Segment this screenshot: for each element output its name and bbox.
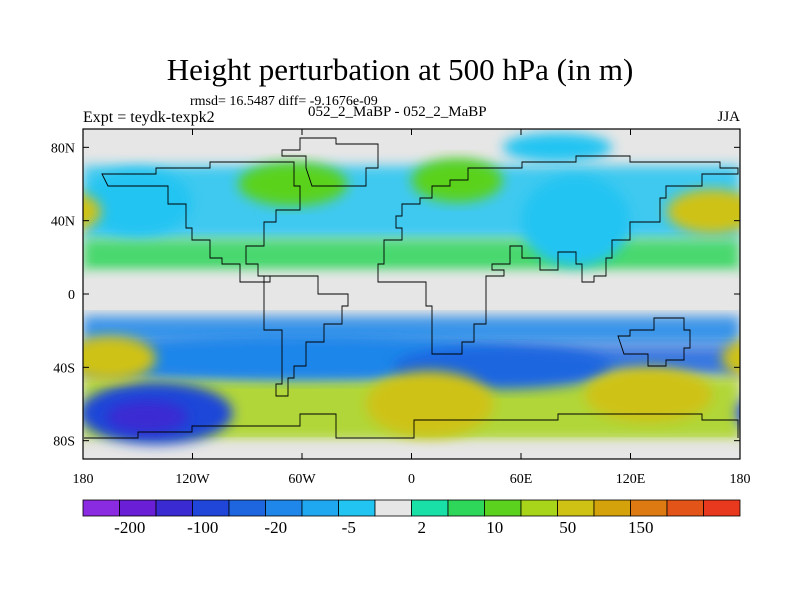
season-label: JJA: [717, 109, 740, 125]
field-south-pacific-low-wrap: [736, 403, 740, 423]
colorbar-swatch: [593, 499, 631, 517]
y-tick-label: 80N: [51, 141, 75, 156]
field-band-0: [83, 129, 740, 166]
field-nh-central-pacific-low: [83, 169, 193, 236]
field-band-3: [83, 272, 740, 316]
chart-subtitle: 052_2_MaBP - 052_2_MaBP: [308, 104, 487, 120]
colorbar-swatch: [192, 499, 230, 517]
colorbar-swatch: [228, 499, 266, 517]
x-tick-label: 120W: [175, 472, 210, 487]
colorbar-swatch: [374, 499, 412, 517]
field-arctic-low: [502, 132, 613, 162]
y-tick-label: 40S: [53, 361, 75, 376]
coastline-south-america: [263, 275, 349, 397]
x-tick-label: 60W: [288, 472, 316, 487]
colorbar-swatch: [155, 499, 193, 517]
coastline-australia: [617, 317, 691, 367]
colorbar-label: -5: [342, 518, 356, 537]
colorbar-label: 2: [418, 518, 427, 537]
colorbar-swatch: [411, 499, 449, 517]
field-north-atlantic-high: [238, 162, 348, 206]
field-west-pacific-high: [584, 367, 713, 423]
axes: 180 120W 60W 0 60E 120E 180 80N 40N 0 40S 80S: [51, 129, 751, 487]
x-tick-label: 180: [730, 472, 751, 487]
colorbar-swatch: [557, 499, 595, 517]
colorbar: -200 -100 -20 -5 2 10 50 150: [82, 499, 741, 537]
chart-title: Height perturbation at 500 hPa (in m): [166, 52, 634, 87]
colorbar-label: -100: [187, 518, 218, 537]
colorbar-swatch: [666, 499, 704, 517]
colorbar-swatch: [301, 499, 339, 517]
y-tick-label: 0: [68, 288, 75, 303]
colorbar-swatch: [484, 499, 522, 517]
field-band-2: [83, 239, 740, 272]
plot-area: [83, 129, 740, 459]
colorbar-swatch: [447, 499, 485, 517]
x-tick-label: 60E: [510, 472, 533, 487]
coastline-north-america: [101, 161, 301, 283]
y-tick-label: 40N: [51, 215, 75, 230]
x-tick-label: 0: [408, 472, 415, 487]
field-east-pacific-high: [83, 336, 156, 381]
colorbar-swatch: [119, 499, 157, 517]
coastline: [84, 137, 739, 439]
colorbar-label: 150: [628, 518, 654, 537]
field-south-pacific-low-core: [106, 400, 188, 434]
coastline-antarctica: [84, 413, 739, 439]
coastline-greenland: [281, 137, 379, 187]
colorbar-swatch: [520, 499, 558, 517]
colorbar-swatch: [630, 499, 668, 517]
field-nh-pacific-high: [667, 189, 740, 234]
colorbar-label: -200: [114, 518, 145, 537]
colorbar-swatch: [338, 499, 376, 517]
coastline-africa-eurasia: [377, 155, 739, 355]
field-atlantic-high: [365, 371, 494, 437]
experiment-label: Expt = teydk-texpk2: [83, 109, 215, 126]
field-asia-low: [521, 174, 631, 267]
x-tick-label: 180: [73, 472, 94, 487]
field-band-7: [83, 440, 740, 459]
x-tick-label: 120E: [616, 472, 646, 487]
colorbar-label: -20: [264, 518, 287, 537]
y-tick-label: 80S: [53, 435, 75, 450]
colorbar-swatch: [265, 499, 303, 517]
colorbar-label: 10: [486, 518, 503, 537]
stats-line: rmsd= 16.5487 diff= -9.1676e-09: [190, 94, 378, 109]
colorbar-label: 50: [559, 518, 576, 537]
colorbar-swatch: [703, 499, 741, 517]
colorbar-swatch: [82, 499, 120, 517]
